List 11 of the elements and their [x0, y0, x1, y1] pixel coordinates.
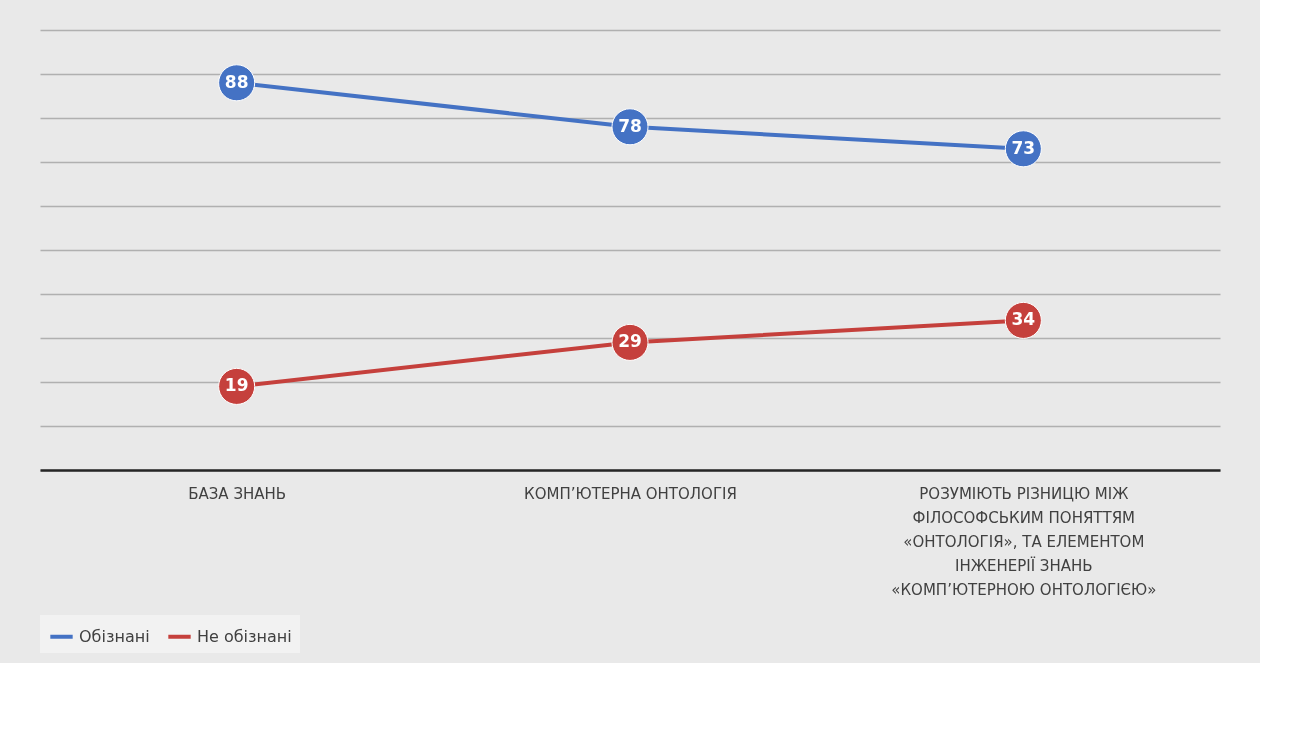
x-tick-label: РОЗУМІЮТЬ РІЗНИЦЮ МІЖ ФІЛОСОФСЬКИМ ПОНЯТТЯМ «ОНТОЛОГІЯ», ТА ЕЛЕМЕНТОМ ІНЖЕНЕРІЇ ЗНАНЬ «КОМП’ЮТЕРНОЮ ОНТОЛОГІЄЮ»: [891, 484, 1157, 599]
data-label: 88: [224, 71, 249, 92]
data-label: 29: [618, 331, 642, 352]
data-label: 34: [1011, 309, 1036, 330]
data-label: 73: [1011, 137, 1036, 158]
data-label: 78: [618, 115, 642, 136]
x-tick-label: КОМП’ЮТЕРНА ОНТОЛОГІЯ: [524, 484, 737, 503]
legend-label: Обізнані: [79, 626, 150, 646]
x-tick-label: БАЗА ЗНАНЬ: [188, 484, 287, 503]
legend-label: Не обізнані: [197, 626, 292, 646]
data-label: 19: [224, 375, 249, 396]
